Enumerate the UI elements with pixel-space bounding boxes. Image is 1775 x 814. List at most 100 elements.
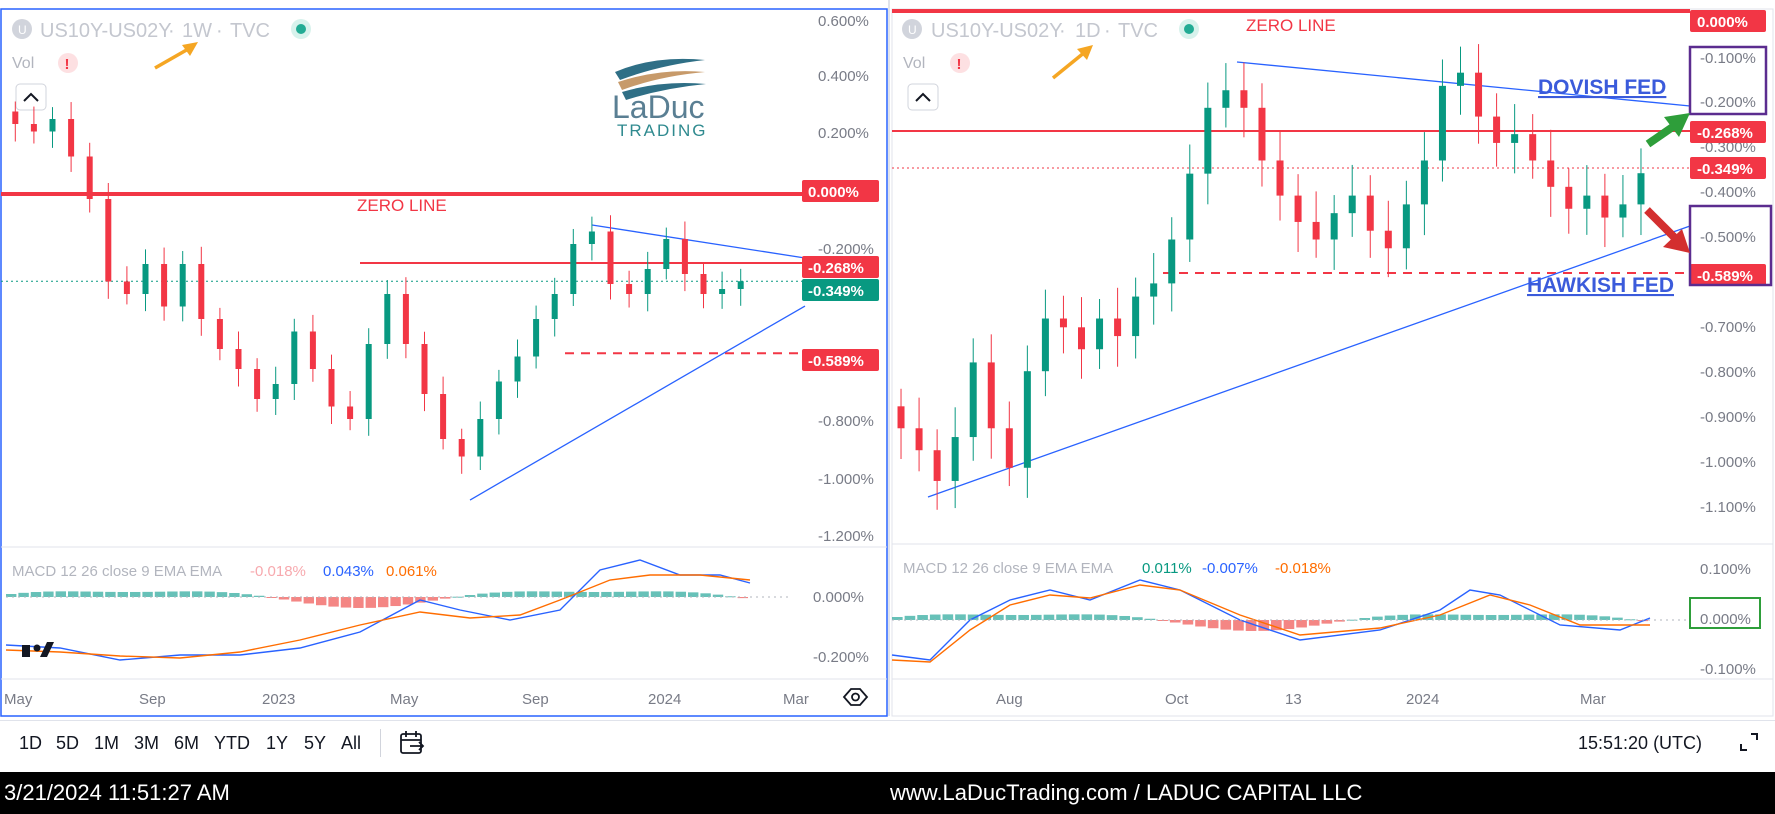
right-candle	[1511, 134, 1519, 143]
left-vol-alert-icon[interactable]: !	[58, 53, 78, 73]
left-symbol-header[interactable]: U US10Y-US02Y · 1W · TVC	[12, 19, 311, 42]
left-candle	[421, 344, 428, 394]
range-6m[interactable]: 6M	[174, 733, 200, 753]
right-collapse-button[interactable]	[907, 83, 939, 111]
right-candle	[1041, 318, 1049, 372]
left-candle	[86, 156, 93, 199]
left-macd-tick-1: -0.200%	[813, 649, 869, 666]
left-candle	[644, 269, 651, 294]
left-time-axis[interactable]: May Sep 2023 May Sep 2024 Mar	[4, 691, 809, 708]
right-macd-bar	[967, 614, 979, 620]
calendar-goto-icon[interactable]	[398, 729, 426, 757]
range-1y[interactable]: 1Y	[266, 733, 289, 753]
right-macd-bar	[1207, 620, 1219, 629]
right-macd-bar	[1056, 614, 1067, 620]
right-macd-bar	[1460, 614, 1472, 620]
left-macd-bar	[229, 592, 240, 597]
right-candle	[1096, 318, 1104, 350]
right-macd-bar	[1094, 614, 1105, 620]
left-macd-bar	[6, 594, 17, 597]
svg-text:!: !	[957, 56, 962, 73]
right-macd-bar	[1473, 614, 1484, 620]
right-candle	[1168, 239, 1176, 284]
left-candle	[719, 289, 726, 294]
left-price-tag-text: -0.268%	[808, 260, 864, 277]
right-vol-label: Vol	[903, 55, 925, 72]
footer-bar: 3/21/2024 11:51:27 AM www.LaDucTrading.c…	[0, 772, 1775, 814]
hawkish-target-box	[1688, 204, 1773, 287]
right-x-tick: Mar	[1580, 691, 1606, 708]
svg-text:!: !	[65, 56, 70, 73]
left-y-axis[interactable]: 0.600% 0.400% 0.200% -0.200% -0.800% -1.000% -…	[818, 13, 874, 545]
left-x-tick: May	[4, 691, 33, 708]
right-candle	[1547, 160, 1555, 187]
utc-clock[interactable]: 15:51:20 (UTC)	[1578, 733, 1703, 753]
right-chart-frame[interactable]	[891, 8, 1774, 717]
left-symbol: US10Y-US02Y	[40, 20, 172, 42]
right-vol-alert-icon[interactable]: !	[950, 53, 970, 73]
left-candle	[272, 384, 279, 399]
left-macd-bar	[204, 591, 215, 597]
left-candle	[570, 244, 577, 294]
right-macd-bar	[1612, 617, 1623, 620]
left-candle	[700, 274, 707, 294]
left-y-tick: 0.200%	[818, 125, 869, 142]
range-5y[interactable]: 5Y	[304, 733, 327, 753]
range-3m[interactable]: 3M	[134, 733, 160, 753]
left-candle	[607, 231, 614, 284]
chart-settings-icon[interactable]	[842, 688, 869, 706]
hawkish-arrow-icon	[1644, 207, 1690, 253]
right-macd-bar	[892, 617, 903, 620]
right-macd-pane	[891, 579, 1690, 663]
right-y-tick: -0.500%	[1700, 229, 1756, 246]
right-candle	[1366, 195, 1374, 231]
right-macd-bar	[993, 614, 1004, 620]
right-candle	[1023, 371, 1031, 468]
left-price-tag-text: -0.349%	[808, 283, 864, 300]
left-macd-bar	[353, 597, 364, 608]
left-chart-frame[interactable]	[0, 8, 888, 717]
left-macd-bar	[477, 593, 488, 597]
left-macd-hist: -0.018%	[250, 563, 306, 580]
left-candle	[68, 119, 75, 157]
fullscreen-icon[interactable]	[1738, 731, 1760, 753]
right-macd-bar	[1308, 620, 1320, 626]
right-candle	[1601, 195, 1609, 218]
left-macd-bar	[68, 591, 79, 597]
right-candle	[1132, 296, 1140, 337]
left-macd-bar	[601, 591, 612, 597]
right-macd-tick-2: -0.100%	[1700, 661, 1756, 678]
range-1d[interactable]: 1D	[19, 733, 43, 753]
right-time-axis[interactable]: Aug Oct 13 2024 Mar	[996, 691, 1606, 708]
right-y-axis[interactable]: -0.100% -0.200% -0.300% -0.400% -0.500% -0.70…	[1700, 50, 1756, 516]
right-x-tick: 2024	[1406, 691, 1439, 708]
left-macd-bar	[142, 591, 153, 597]
left-price-tag	[802, 256, 879, 278]
left-candle	[588, 231, 595, 244]
left-macd-bar	[502, 591, 513, 597]
left-macd-bar	[663, 591, 674, 597]
right-symbol-header[interactable]: U US10Y-US02Y · 1D · TVC	[902, 19, 1199, 42]
right-y-tick: -0.200%	[1700, 94, 1756, 111]
left-collapse-button[interactable]	[15, 83, 47, 111]
right-y-tick: -0.900%	[1700, 409, 1756, 426]
right-candle	[1420, 160, 1428, 205]
range-1m[interactable]: 1M	[94, 733, 120, 753]
right-macd-bar	[1574, 614, 1585, 620]
range-all[interactable]: All	[341, 733, 362, 753]
left-macd-bar	[43, 591, 54, 597]
svg-text:U: U	[908, 23, 917, 37]
right-macd-bar	[1447, 614, 1459, 620]
left-price-tag-text: -0.589%	[808, 353, 864, 370]
right-y-tick: -1.100%	[1700, 499, 1756, 516]
range-5d[interactable]: 5D	[56, 733, 80, 753]
left-y-tick: -0.200%	[818, 241, 874, 258]
range-ytd[interactable]: YTD	[214, 733, 250, 753]
right-candle	[1493, 116, 1501, 143]
right-macd-bar	[1043, 614, 1055, 620]
left-price-tag-text: 0.000%	[808, 184, 859, 201]
left-candle	[514, 356, 521, 382]
right-macd-bar	[1169, 620, 1181, 623]
right-macd-bar	[1030, 614, 1042, 620]
right-zero-line-label: ZERO LINE	[1246, 16, 1336, 35]
